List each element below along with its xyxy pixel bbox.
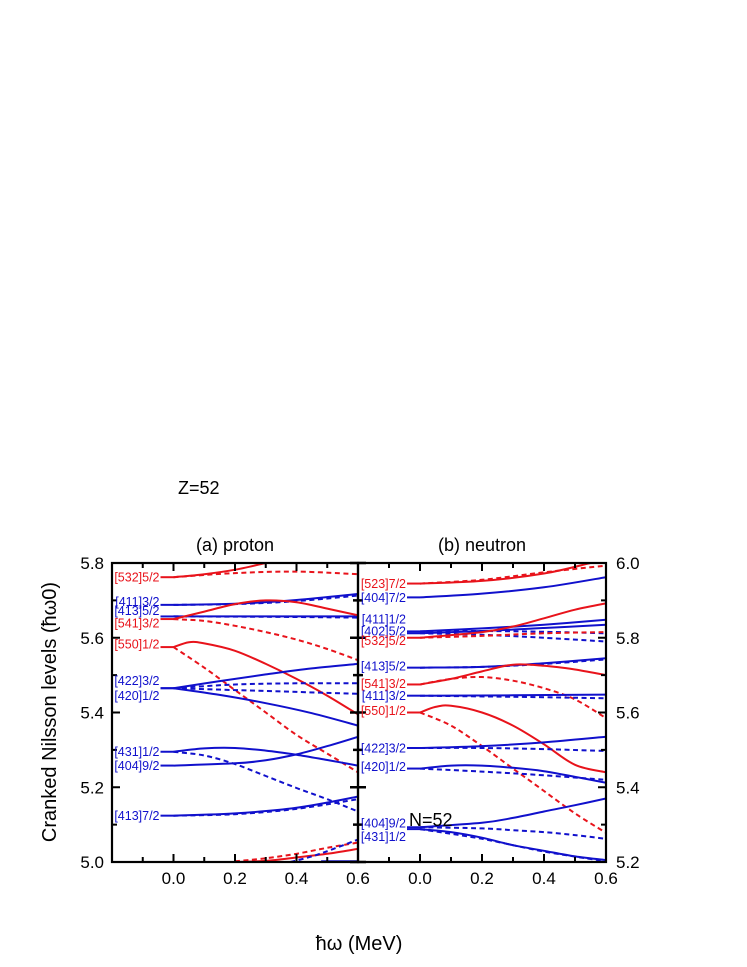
panel-1-ytick-label: 5.6	[616, 704, 640, 723]
panel-1-xtick-label: 0.2	[470, 869, 494, 888]
panel-0-level-label: [411]3/2	[115, 595, 159, 609]
panel-0-series-line-14	[173, 746, 358, 767]
panel-0-xtick-label: 0.4	[285, 869, 309, 888]
panel-1-series-line-11	[419, 663, 606, 686]
panel-1-ytick-label: 5.4	[616, 778, 640, 797]
panel-0-series-line-3	[173, 594, 358, 606]
panel-0-xtick-label: 0.2	[223, 869, 247, 888]
panel-0-series-line-12	[173, 687, 358, 727]
panel-1-xtick-label: 0.6	[594, 869, 618, 888]
panel-1-series-line-0	[419, 563, 591, 585]
panel-1-series-line-19	[419, 764, 606, 784]
panel-0-series-line-5	[173, 615, 358, 619]
panel-1-series-line-20	[419, 767, 606, 781]
panel-1-series-line-4	[419, 629, 606, 635]
panel-1-level-label: [404]9/2	[361, 816, 406, 830]
panel-0-ytick-label: 5.6	[80, 629, 104, 648]
panel-1-ytick-label: 5.8	[616, 629, 640, 648]
panel-0-ytick-label: 5.2	[80, 778, 104, 797]
panel-1-ytick-label: 5.2	[616, 853, 640, 872]
panel-1-series-line-8	[419, 631, 606, 639]
panel-0-level-label: [420]1/2	[114, 689, 159, 703]
panel-1-level-label: [411]1/2	[362, 613, 406, 627]
panel-1-annotation: N=52	[409, 810, 453, 830]
panel-1-level-label: [411]3/2	[362, 689, 406, 703]
panel-0-series-line-13	[173, 687, 358, 695]
panel-1-xtick-label: 0.0	[408, 869, 432, 888]
panel-0-series-line-18	[173, 798, 358, 817]
panel-0-series-line-1	[173, 570, 358, 579]
panel-0-series-line-6	[173, 599, 358, 621]
panel-1-series-line-2	[419, 576, 606, 599]
panel-1-series-line-17	[419, 735, 606, 749]
level-lines-layer	[160, 563, 606, 862]
panel-0-level-label: [413]7/2	[114, 809, 159, 823]
panel-1-series-line-9	[419, 657, 606, 669]
panel-0-ytick-label: 5.4	[80, 704, 104, 723]
panel-0-series-line-16	[173, 735, 358, 767]
panel-0-title: (a) proton	[196, 535, 274, 555]
panel-0-ytick-label: 5.0	[80, 853, 104, 872]
panel-1-series	[419, 563, 606, 862]
x-axis-title: ħω (MeV)	[316, 933, 403, 955]
panel-1-xtick-label: 0.4	[532, 869, 556, 888]
panel-1-level-label: [402]5/2	[361, 625, 406, 639]
panel-0-level-label: [404]9/2	[114, 759, 159, 773]
axes-frame-layer	[110, 561, 608, 864]
panel-0-level-label: [541]3/2	[114, 616, 159, 630]
panel-0-ytick-label: 5.8	[80, 554, 104, 573]
panel-1-ytick-label: 6.0	[616, 554, 640, 573]
panel-1-series-line-18	[419, 746, 606, 752]
panel-0-level-label: [422]3/2	[114, 674, 159, 688]
panel-1-title: (b) neutron	[438, 535, 526, 555]
y-axis-title: Cranked Nilsson levels (ħω0)	[39, 582, 61, 842]
panel-0-series-line-21	[290, 838, 358, 862]
panel-1-level-label: [550]1/2	[361, 704, 406, 718]
panel-0-series-line-11	[173, 682, 358, 690]
panel-1-series-line-1	[419, 564, 606, 585]
panel-1-level-label: [420]1/2	[361, 760, 406, 774]
panel-0-series-line-7	[173, 618, 358, 662]
panel-1-series-line-14	[419, 694, 606, 700]
panel-1-level-label: [431]1/2	[361, 830, 406, 844]
panel-0-xtick-label: 0.0	[162, 869, 186, 888]
panel-1-series-line-24	[419, 828, 606, 862]
panel-0-xtick-label: 0.6	[346, 869, 370, 888]
panel-1-level-label: [404]7/2	[361, 591, 406, 605]
panel-1-series-line-21	[419, 797, 606, 829]
panel-0-annotation: Z=52	[178, 478, 220, 498]
panel-1-series-line-15	[419, 704, 606, 774]
panel-0-series-line-15	[173, 750, 358, 813]
panel-1-level-label: [523]7/2	[361, 577, 406, 591]
panel-1-level-label: [541]3/2	[361, 677, 406, 691]
panel-1-level-label: [422]3/2	[361, 742, 406, 756]
panel-0-series-line-10	[173, 662, 358, 690]
panel-1-series-line-5	[419, 623, 606, 635]
panel-1-series-line-6	[419, 632, 606, 643]
panel-1-level-label: [532]5/2	[361, 634, 406, 648]
panel-0-series-line-9	[172, 646, 358, 774]
panel-0-level-label: [532]5/2	[114, 571, 159, 585]
panel-1-series-line-7	[419, 602, 606, 639]
panel-0-series-line-0	[173, 563, 267, 579]
panel-0-level-label: [550]1/2	[114, 638, 159, 652]
panel-1-series-line-10	[419, 658, 606, 669]
panel-0-level-label: [431]1/2	[114, 745, 159, 759]
panel-0-label-stubs	[160, 576, 174, 817]
panel-1-label-stubs	[407, 582, 420, 831]
panel-1-series-line-12	[419, 675, 606, 719]
panel-0-series-line-20	[234, 841, 358, 862]
panel-1-level-label: [413]5/2	[361, 659, 406, 673]
panel-0-level-label: [413]5/2	[114, 604, 159, 618]
panel-0-series-line-8	[173, 640, 358, 716]
text-layer: 0.0 0.2 0.4 0.6 5.0 5.2 5.4 5.6 5.8 (a) proton Z=5…	[39, 478, 640, 955]
panel-0-series	[172, 563, 358, 862]
